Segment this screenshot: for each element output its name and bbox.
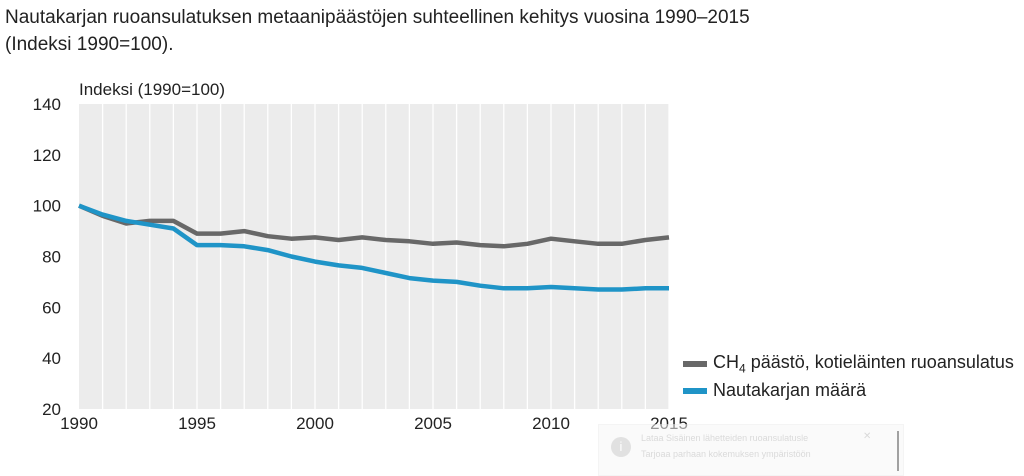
- toast-text-2: Tarjoaa parhaan kokemuksen ympäristöön: [641, 449, 811, 459]
- y-tick-label: 60: [42, 298, 61, 317]
- toast-text-1: Lataa Sisäinen lähetteiden ruoansulatusl…: [641, 433, 809, 443]
- x-tick-label: 2010: [532, 414, 570, 433]
- legend-ch4-rest: päästö, kotieläinten ruoansulatus: [745, 351, 1014, 372]
- info-icon: i: [611, 437, 631, 457]
- series-line-ch4: [78, 203, 670, 249]
- series-line-cattle: [78, 203, 669, 292]
- notification-toast[interactable]: i Lataa Sisäinen lähetteiden ruoansulatu…: [598, 424, 904, 476]
- legend-item-cattle: Nautakarjan määrä: [683, 377, 1014, 404]
- legend-swatch-ch4: [683, 360, 707, 367]
- vertical-gridlines: [101, 104, 670, 409]
- legend-label-cattle: Nautakarjan määrä: [713, 380, 867, 400]
- chart-title: Nautakarjan ruoansulatuksen metaanipääst…: [5, 4, 750, 58]
- legend-ch4-main: CH: [713, 351, 739, 372]
- toast-divider: [897, 431, 899, 471]
- x-tick-label: 2005: [414, 414, 452, 433]
- legend-swatch-cattle: [683, 387, 707, 394]
- x-tick-label: 1995: [178, 414, 216, 433]
- y-axis-label: Indeksi (1990=100): [79, 80, 225, 99]
- y-tick-label: 100: [33, 197, 61, 216]
- title-line-2: (Indeksi 1990=100).: [5, 34, 174, 55]
- x-tick-label: 1990: [60, 414, 98, 433]
- legend: CH4 päästö, kotieläinten ruoansulatus Na…: [683, 350, 1014, 404]
- legend-item-ch4: CH4 päästö, kotieläinten ruoansulatus: [683, 350, 1014, 377]
- x-axis-ticks: 199019952000200520102015: [60, 414, 688, 433]
- y-tick-label: 80: [42, 248, 61, 267]
- title-line-1: Nautakarjan ruoansulatuksen metaanipääst…: [5, 7, 750, 28]
- close-icon[interactable]: ✕: [863, 431, 872, 442]
- y-tick-label: 140: [33, 95, 61, 114]
- y-tick-label: 20: [42, 400, 61, 419]
- y-tick-label: 120: [33, 146, 61, 165]
- series-lines: [78, 203, 670, 292]
- y-tick-label: 40: [42, 349, 61, 368]
- x-tick-label: 2000: [296, 414, 334, 433]
- y-axis-ticks: 20 40 60 80 100 120 140: [33, 95, 61, 419]
- legend-label-ch4: CH4 päästö, kotieläinten ruoansulatus: [713, 352, 1014, 376]
- plot-area: [79, 104, 669, 409]
- legend-ch4-sub: 4: [739, 361, 746, 376]
